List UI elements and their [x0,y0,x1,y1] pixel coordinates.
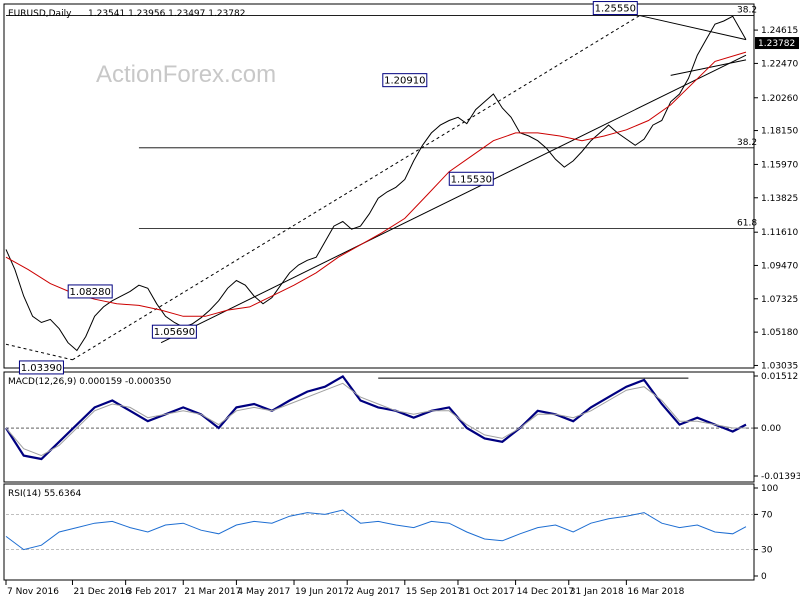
main-ytick-label-7: 1.09470 [761,261,798,271]
trendline-2 [5,343,73,361]
rsi-title: RSI(14) 55.6364 [8,489,81,499]
main-ytick-label-3: 1.18150 [761,127,798,137]
rsi-layer [5,509,754,551]
price-series-0 [5,15,747,352]
macd-ytick-label-1: 0.00 [761,424,781,434]
rsi-ytick-label-3: 0 [761,572,767,582]
rsi-ytick-label-1: 70 [761,510,773,520]
annotation-label-0: 1.25550 [595,4,636,15]
annotation-box-4 [151,324,197,339]
main-ytick-label-1: 1.22470 [761,59,798,69]
macd-panel [3,371,755,483]
main-ytick-label-10: 1.03035 [761,361,798,371]
rsi-panel [3,483,755,581]
main-layer: 38.2 38.2 61.8 1.25550 1.20910 1.15530 1.08280… [5,1,799,375]
fib-label-1: 38.2 [737,138,757,148]
current-price-label: 1.23782 [758,39,795,49]
xtick-label-0: 7 Nov 2016 [7,587,59,597]
fib-label-2: 61.8 [737,218,757,228]
main-panel [3,3,755,369]
xtick-label-3: 21 Mar 2017 [184,587,241,597]
rsi-ytick-label-0: 100 [761,484,778,494]
xtick-label-4: 4 May 2017 [237,587,290,597]
annotation-box-5 [18,360,64,375]
main-title: EURUSD,Daily [8,9,72,19]
rsi-ytick-label-2: 30 [761,546,773,556]
watermark: ActionForex.com [96,61,276,88]
xtick-label-5: 19 Jun 2017 [295,587,349,597]
main-ytick-label-0: 1.24615 [761,26,798,36]
macd-layer [5,374,754,461]
annotation-box-2 [448,171,494,186]
fib-label-0: 38.2 [737,6,757,16]
annotation-label-3: 1.08280 [70,287,111,298]
annotation-label-1: 1.20910 [384,76,425,87]
main-ytick-label-9: 1.05180 [761,328,798,338]
xtick-label-9: 14 Dec 2017 [517,587,575,597]
annotation-label-4: 1.05690 [154,327,195,338]
xtick-label-8: 31 Oct 2017 [459,587,515,597]
main-ytick-label-2: 1.20260 [761,94,798,104]
annotation-box-0 [592,1,638,16]
xtick-label-10: 31 Jan 2018 [570,587,624,597]
axis-layer: 1.24615 1.22470 1.20260 1.18150 1.15970 1.138… [5,26,800,597]
macd-series-0 [5,374,747,461]
trendline-3 [639,15,747,41]
main-ytick-label-4: 1.15970 [761,160,798,170]
trendline-0 [160,54,747,344]
current-price-box [755,37,799,50]
ohlc-text: 1.23541 1.23956 1.23497 1.23782 [88,9,245,19]
macd-ytick-label-2: -0.01393 [761,472,800,482]
macd-title: MACD(12,26,9) 0.000159 -0.000350 [8,377,171,387]
main-ytick-label-8: 1.07325 [761,295,798,305]
rsi-series-0 [5,509,747,551]
annotation-box-3 [67,284,113,299]
annotation-label-2: 1.15530 [451,174,492,185]
annotation-box-1 [382,73,428,88]
xtick-label-2: 3 Feb 2017 [127,587,177,597]
xtick-label-7: 15 Sep 2017 [406,587,463,597]
macd-ytick-label-0: 0.01512 [761,372,798,382]
main-ytick-label-5: 1.13825 [761,194,798,204]
main-ytick-label-6: 1.11610 [761,228,798,238]
xtick-label-6: 2 Aug 2017 [348,587,400,597]
annotation-label-5: 1.03390 [21,363,62,374]
xtick-label-11: 16 Mar 2018 [627,587,684,597]
price-series-1 [5,51,747,317]
macd-series-1 [5,382,746,457]
xtick-label-1: 21 Dec 2016 [73,587,131,597]
trendline-1 [72,15,640,361]
